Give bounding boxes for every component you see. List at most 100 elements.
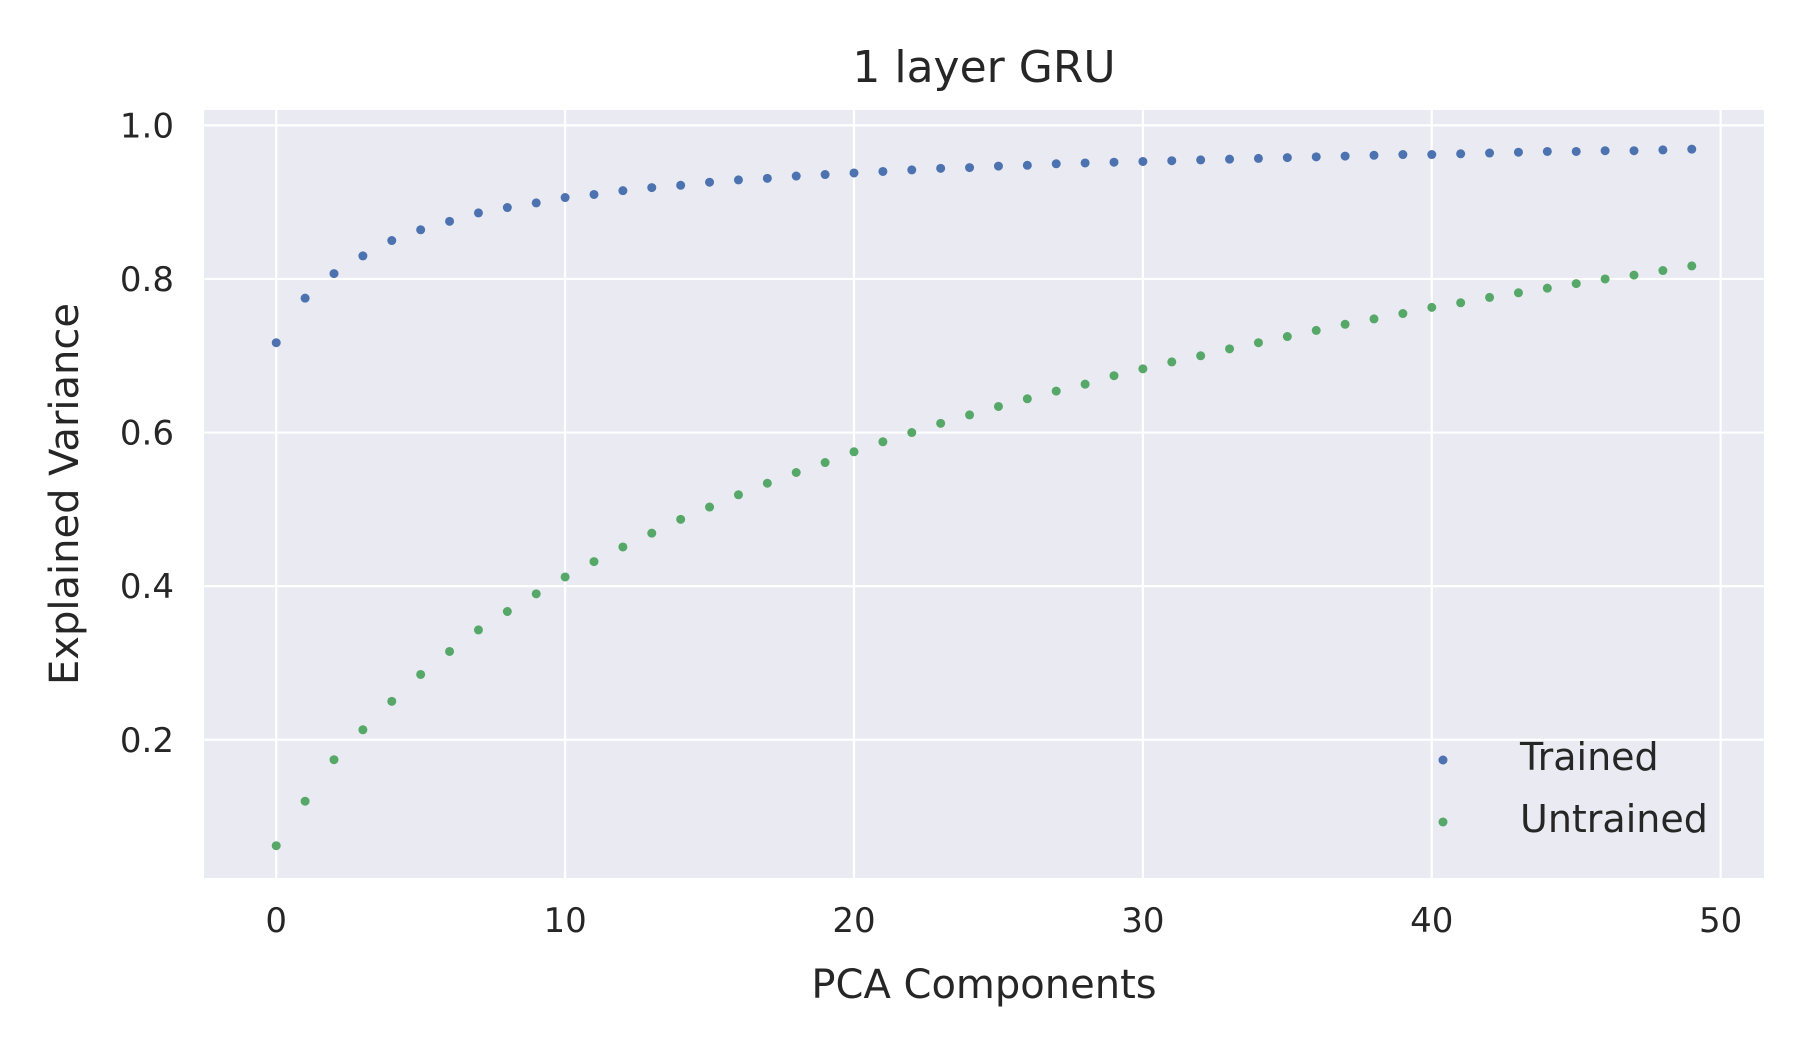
data-point-trained (878, 166, 888, 176)
data-point-trained (589, 189, 599, 199)
data-point-untrained (965, 410, 975, 420)
data-point-untrained (705, 502, 715, 512)
x-tick-label: 20 (832, 901, 875, 941)
chart-title: 1 layer GRU (852, 42, 1115, 93)
data-point-untrained (1340, 319, 1350, 329)
data-point-trained (387, 236, 397, 246)
data-point-trained (965, 163, 975, 173)
data-point-trained (416, 225, 426, 235)
y-tick-label: 0.8 (120, 260, 174, 300)
data-point-untrained (907, 428, 917, 438)
data-point-trained (1051, 159, 1061, 169)
data-point-trained (1485, 148, 1495, 158)
data-point-untrained (416, 669, 426, 679)
data-point-trained (1225, 154, 1235, 164)
data-point-trained (733, 175, 743, 185)
x-tick-label: 50 (1699, 901, 1742, 941)
data-point-untrained (1138, 364, 1148, 374)
data-point-trained (936, 163, 946, 173)
data-point-trained (271, 338, 281, 348)
data-point-untrained (531, 589, 541, 599)
legend-marker-trained (1438, 755, 1448, 765)
data-point-untrained (762, 478, 772, 488)
data-point-trained (907, 165, 917, 175)
legend: Trained Untrained (1438, 735, 1708, 841)
x-tick-label: 10 (543, 901, 586, 941)
grid-lines (204, 110, 1764, 878)
data-point-trained (618, 186, 628, 196)
y-axis-title: Explained Variance (42, 303, 88, 685)
data-point-trained (820, 170, 830, 180)
data-point-untrained (1022, 394, 1032, 404)
data-point-trained (358, 251, 368, 261)
data-point-trained (502, 203, 512, 213)
data-point-trained (1080, 158, 1090, 168)
data-point-untrained (445, 646, 455, 656)
x-tick-label: 40 (1410, 901, 1453, 941)
data-point-untrained (733, 490, 743, 500)
data-point-untrained (1167, 357, 1177, 367)
data-point-untrained (1109, 371, 1119, 381)
data-point-trained (1282, 153, 1292, 163)
tick-labels: 0 10 20 30 40 50 0.2 0.4 0.6 0.8 1.0 (120, 106, 1742, 941)
data-point-trained (531, 198, 541, 208)
data-point-untrained (271, 841, 281, 851)
data-point-untrained (1282, 332, 1292, 342)
data-point-untrained (1485, 292, 1495, 302)
data-point-untrained (1513, 288, 1523, 298)
data-point-untrained (791, 467, 801, 477)
data-point-trained (1456, 149, 1466, 159)
data-points (271, 144, 1697, 851)
data-point-untrained (820, 458, 830, 468)
legend-marker-untrained (1438, 817, 1448, 827)
data-point-trained (1600, 146, 1610, 156)
data-point-trained (1658, 145, 1668, 155)
data-point-untrained (993, 401, 1003, 411)
data-point-trained (1513, 147, 1523, 157)
data-point-untrained (878, 437, 888, 447)
data-point-trained (1167, 156, 1177, 166)
data-point-trained (993, 161, 1003, 171)
data-point-untrained (676, 514, 686, 524)
data-point-untrained (936, 418, 946, 428)
data-point-untrained (1687, 261, 1697, 271)
data-point-untrained (849, 447, 859, 457)
data-point-trained (705, 177, 715, 187)
data-point-untrained (589, 557, 599, 567)
data-point-trained (647, 183, 657, 193)
data-point-trained (1427, 150, 1437, 160)
data-point-untrained (560, 572, 570, 582)
data-point-trained (1369, 150, 1379, 160)
x-tick-label: 30 (1121, 901, 1164, 941)
data-point-untrained (1080, 379, 1090, 389)
data-point-untrained (387, 696, 397, 706)
data-point-trained (1109, 157, 1119, 167)
legend-label-trained: Trained (1519, 735, 1659, 779)
data-point-untrained (1427, 302, 1437, 312)
data-point-trained (1542, 146, 1552, 156)
data-point-trained (1340, 151, 1350, 161)
data-point-trained (762, 173, 772, 183)
data-point-untrained (473, 625, 483, 635)
data-point-untrained (1196, 351, 1206, 361)
data-point-trained (300, 293, 310, 303)
data-point-trained (560, 193, 570, 203)
y-tick-label: 0.2 (120, 721, 174, 761)
y-tick-label: 0.4 (120, 567, 174, 607)
data-point-trained (1196, 155, 1206, 165)
data-point-trained (1138, 156, 1148, 166)
plot-area-background (204, 110, 1764, 878)
data-point-untrained (1658, 266, 1668, 276)
data-point-untrained (1311, 325, 1321, 335)
data-point-untrained (1600, 274, 1610, 284)
data-point-untrained (300, 796, 310, 806)
x-axis-title: PCA Components (811, 962, 1156, 1008)
data-point-untrained (1253, 338, 1263, 348)
data-point-trained (1571, 146, 1581, 156)
data-point-trained (1253, 153, 1263, 163)
data-point-trained (1022, 160, 1032, 170)
legend-label-untrained: Untrained (1520, 797, 1708, 841)
x-tick-label: 0 (265, 901, 287, 941)
